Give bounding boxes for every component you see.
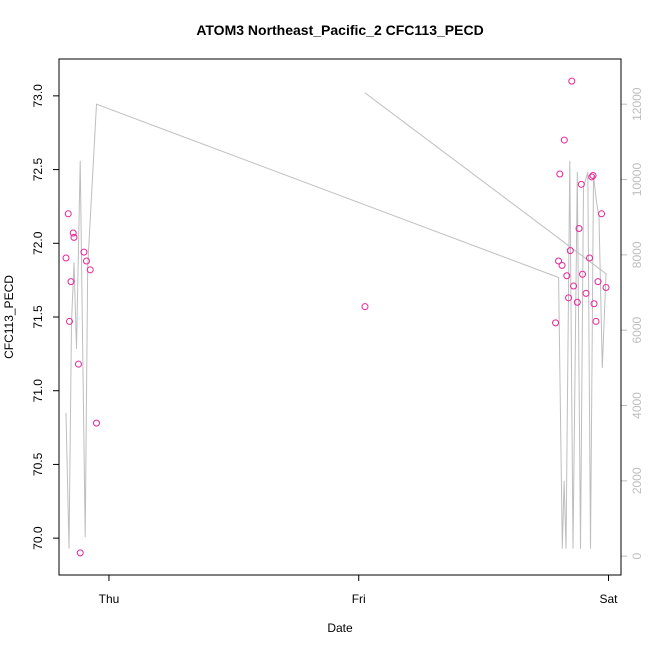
data-point-0	[62, 254, 70, 262]
data-point-6	[74, 360, 82, 368]
data-point-4	[69, 229, 77, 237]
data-point-3	[67, 278, 75, 286]
line-series	[65, 92, 607, 549]
y-tick-label-5: 72.5	[31, 158, 45, 182]
data-point-12	[361, 303, 369, 311]
data-point-34	[598, 210, 606, 218]
data-point-10	[86, 266, 94, 274]
data-point-20	[566, 247, 574, 255]
y2-tick-label-0: 0	[630, 553, 644, 560]
data-point-25	[577, 180, 585, 188]
x-tick-label-0: Thu	[99, 592, 120, 606]
y2-tick-label-4: 8000	[630, 241, 644, 268]
data-point-33	[594, 278, 602, 286]
data-point-16	[558, 261, 566, 269]
data-point-31	[590, 300, 598, 308]
data-point-28	[586, 254, 594, 262]
data-point-35	[602, 284, 610, 292]
y2-tick-label-2: 4000	[630, 392, 644, 419]
y-tick-label-1: 70.5	[31, 452, 45, 476]
y2-tick-label-1: 2000	[630, 467, 644, 494]
chart-title: ATOM3 Northeast_Pacific_2 CFC113_PECD	[196, 22, 483, 38]
data-point-15	[556, 170, 564, 178]
data-point-21	[568, 77, 576, 85]
right-axis: 0 2000 4000 6000 8000 10000 12000	[621, 87, 644, 560]
data-point-24	[575, 225, 583, 233]
y2-tick-label-5: 10000	[630, 163, 644, 197]
data-point-17	[560, 136, 568, 144]
data-point-14	[555, 257, 563, 265]
y-tick-label-6: 73.0	[31, 84, 45, 108]
data-point-32	[592, 317, 600, 325]
data-point-23	[573, 298, 581, 306]
x-tick-label-2: Sat	[600, 592, 619, 606]
data-point-30	[589, 171, 597, 179]
data-point-27	[582, 289, 590, 297]
x-tick-label-1: Fri	[352, 592, 366, 606]
data-point-18	[563, 272, 571, 280]
y-tick-label-0: 70.0	[31, 526, 45, 550]
data-point-1	[64, 210, 72, 218]
data-point-2	[65, 317, 73, 325]
data-point-22	[570, 282, 578, 290]
data-point-5	[70, 233, 78, 241]
data-point-13	[552, 319, 560, 327]
y-tick-label-3: 71.5	[31, 305, 45, 329]
data-point-19	[565, 294, 573, 302]
y-axis-label: CFC113_PECD	[2, 275, 16, 359]
y-tick-label-2: 71.0	[31, 379, 45, 403]
x-axis-label: Date	[327, 621, 353, 635]
plot-frame	[58, 58, 622, 576]
bottom-axis: Thu Fri Sat	[99, 575, 619, 606]
data-point-11	[92, 419, 100, 427]
data-point-26	[579, 270, 587, 278]
scatter-series	[62, 77, 610, 557]
data-point-7	[76, 549, 84, 557]
data-point-8	[80, 248, 88, 256]
y2-tick-label-3: 6000	[630, 317, 644, 344]
data-point-29	[588, 173, 596, 181]
left-axis: 70.0 70.5 71.0 71.5 72.0 72.5 73.0	[31, 84, 59, 550]
data-point-9	[82, 257, 90, 265]
series-line	[65, 92, 607, 549]
y-tick-label-4: 72.0	[31, 231, 45, 255]
y2-tick-label-6: 12000	[630, 87, 644, 121]
